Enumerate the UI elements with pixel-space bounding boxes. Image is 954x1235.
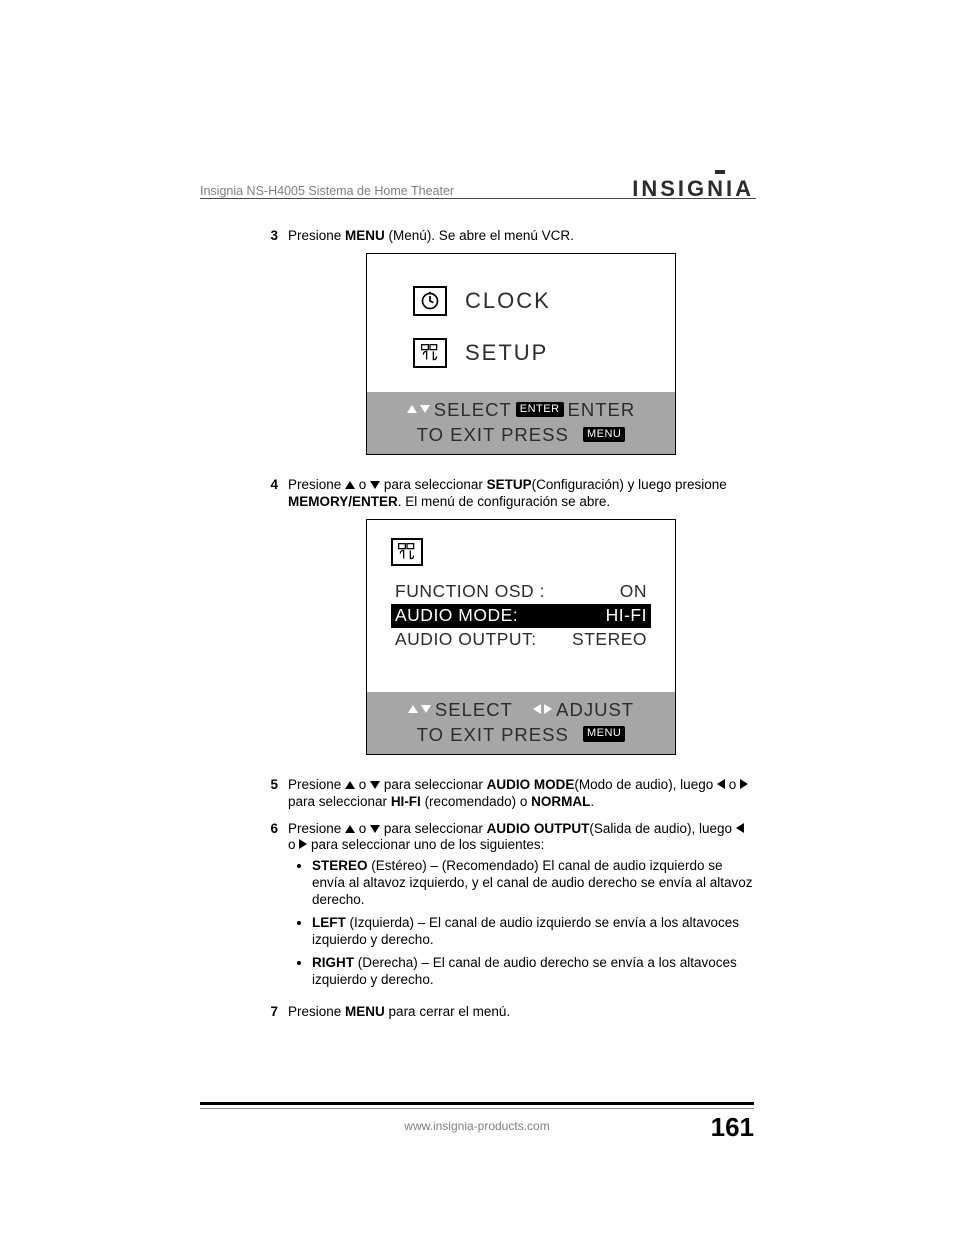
step-number: 3 — [260, 228, 288, 467]
memory-enter-label: MEMORY/ENTER — [288, 494, 398, 509]
normal-label: NORMAL — [531, 794, 590, 809]
config-row-audio-output: AUDIO OUTPUT: STEREO — [391, 628, 651, 652]
right-label: RIGHT — [312, 955, 354, 970]
text: (Derecha) – El canal de audio derecho se… — [312, 955, 737, 987]
header-rule — [200, 198, 756, 199]
config-row-audio-mode: AUDIO MODE: HI-FI — [391, 604, 651, 628]
step-3: 3 Presione MENU (Menú). Se abre el menú … — [260, 228, 754, 467]
config-value: ON — [620, 581, 647, 603]
text: . — [590, 794, 594, 809]
text: Presione — [288, 477, 345, 492]
menu-label: CLOCK — [465, 287, 551, 315]
footer-url: www.insignia-products.com — [0, 1119, 954, 1133]
text: o — [725, 777, 740, 792]
text: SELECT — [435, 698, 513, 721]
text: para seleccionar — [380, 477, 487, 492]
up-icon — [345, 825, 355, 833]
config-value: HI-FI — [606, 605, 647, 627]
step-number: 5 — [260, 777, 288, 811]
step-number: 7 — [260, 1004, 288, 1021]
page-number: 161 — [711, 1112, 754, 1143]
text: Presione — [288, 228, 345, 243]
text: (Salida de audio), luego — [589, 821, 735, 836]
figure-footer: SELECT ENTER ENTER TO EXIT PRESS MENU — [367, 392, 675, 454]
text: (Estéreo) – (Recomendado) El canal de au… — [312, 858, 753, 907]
setup-label: SETUP — [487, 477, 532, 492]
text: ADJUST — [556, 698, 634, 721]
bullet-stereo: STEREO (Estéreo) – (Recomendado) El cana… — [312, 858, 754, 909]
doc-title: Insignia NS-H4005 Sistema de Home Theate… — [200, 184, 454, 202]
menu-label: MENU — [345, 228, 385, 243]
figure-vcr-menu: CLOCK SETUP — [366, 253, 676, 455]
text: (Modo de audio), luego — [574, 777, 717, 792]
step-7: 7 Presione MENU para cerrar el menú. — [260, 1004, 754, 1021]
footer-rule-thin — [200, 1108, 754, 1109]
text: Presione — [288, 1004, 345, 1019]
text: para cerrar el menú. — [385, 1004, 510, 1019]
config-label: FUNCTION OSD : — [395, 581, 545, 603]
bullet-left: LEFT (Izquierda) – El canal de audio izq… — [312, 915, 754, 949]
menu-label: SETUP — [465, 339, 548, 367]
menu-item-clock: CLOCK — [413, 286, 649, 316]
config-label: AUDIO MODE: — [395, 605, 518, 627]
text: Presione — [288, 821, 345, 836]
text: SELECT — [434, 398, 512, 421]
down-icon — [370, 481, 380, 489]
text: para seleccionar uno de los siguientes: — [307, 837, 544, 852]
left-icon — [717, 779, 725, 789]
menu-label: MENU — [345, 1004, 385, 1019]
step-5: 5 Presione o para seleccionar AUDIO MODE… — [260, 777, 754, 811]
config-value: STEREO — [572, 629, 647, 651]
left-label: LEFT — [312, 915, 346, 930]
menu-button-icon: MENU — [583, 726, 625, 742]
text: TO EXIT PRESS — [417, 723, 569, 746]
text: ENTER — [568, 398, 636, 421]
leftright-icon — [533, 704, 552, 714]
audio-mode-label: AUDIO MODE — [487, 777, 575, 792]
step-number: 4 — [260, 477, 288, 767]
text: TO EXIT PRESS — [417, 423, 569, 446]
text: o — [355, 777, 370, 792]
stereo-label: STEREO — [312, 858, 368, 873]
config-row-function-osd: FUNCTION OSD : ON — [391, 580, 651, 604]
up-icon — [345, 481, 355, 489]
text: para seleccionar — [380, 777, 487, 792]
audio-output-label: AUDIO OUTPUT — [487, 821, 590, 836]
menu-button-icon: MENU — [583, 427, 625, 443]
updown-icon — [408, 705, 431, 713]
figure-footer: SELECT ADJUST TO EXIT PRESS MENU — [367, 692, 675, 754]
clock-icon — [413, 286, 447, 316]
text: para seleccionar — [288, 794, 391, 809]
figure-setup-menu: FUNCTION OSD : ON AUDIO MODE: HI-FI AUDI… — [366, 519, 676, 755]
right-icon — [740, 779, 748, 789]
text: (Menú). Se abre el menú VCR. — [385, 228, 574, 243]
down-icon — [370, 781, 380, 789]
left-icon — [736, 823, 744, 833]
text: Presione — [288, 777, 345, 792]
footer-rule-thick — [200, 1102, 754, 1105]
hifi-label: HI-FI — [391, 794, 421, 809]
step-6: 6 Presione o para seleccionar AUDIO OUTP… — [260, 821, 754, 995]
text: (Izquierda) – El canal de audio izquierd… — [312, 915, 739, 947]
text: (recomendado) o — [421, 794, 531, 809]
down-icon — [370, 825, 380, 833]
step-4: 4 Presione o para seleccionar SETUP(Conf… — [260, 477, 754, 767]
setup-icon — [391, 538, 423, 566]
text: (Configuración) y luego presione — [532, 477, 727, 492]
text: o — [288, 837, 299, 852]
enter-button-icon: ENTER — [516, 402, 564, 418]
text: o — [355, 477, 370, 492]
updown-icon — [407, 405, 430, 413]
text: . El menú de configuración se abre. — [398, 494, 610, 509]
bullet-right: RIGHT (Derecha) – El canal de audio dere… — [312, 955, 754, 989]
up-icon — [345, 781, 355, 789]
text: o — [355, 821, 370, 836]
text: para seleccionar — [380, 821, 487, 836]
menu-item-setup: SETUP — [413, 338, 649, 368]
setup-icon — [413, 338, 447, 368]
step-number: 6 — [260, 821, 288, 995]
config-label: AUDIO OUTPUT: — [395, 629, 537, 651]
